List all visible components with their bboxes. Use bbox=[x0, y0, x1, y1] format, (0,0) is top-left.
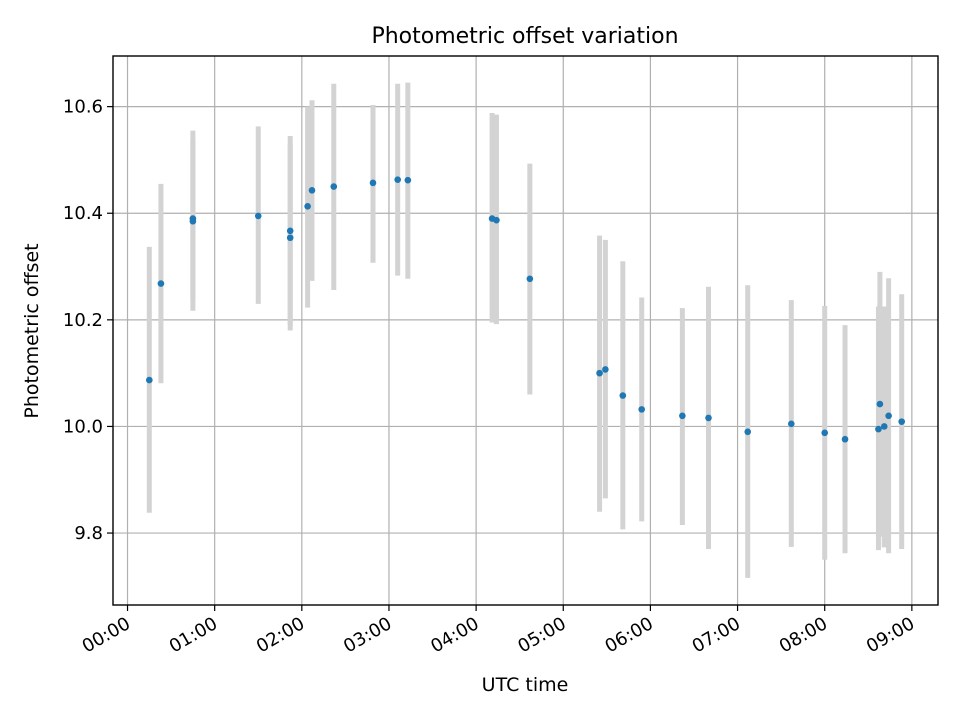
y-tick-label: 10.2 bbox=[63, 310, 103, 331]
data-point bbox=[304, 203, 311, 210]
chart-title: Photometric offset variation bbox=[371, 24, 678, 49]
data-point bbox=[788, 420, 795, 428]
data-point bbox=[493, 216, 500, 224]
grid bbox=[113, 56, 938, 605]
data-point bbox=[404, 176, 412, 184]
data-point bbox=[286, 227, 294, 235]
data-point bbox=[679, 412, 686, 420]
data-point bbox=[876, 400, 884, 408]
data-point bbox=[821, 429, 829, 437]
x-axis-label: UTC time bbox=[482, 674, 569, 696]
data-point bbox=[619, 392, 627, 399]
data-point bbox=[705, 414, 712, 422]
y-tick-label: 10.4 bbox=[63, 203, 103, 224]
y-axis-label: Photometric offset bbox=[21, 243, 43, 418]
data-point bbox=[369, 179, 377, 187]
y-tick-label: 9.8 bbox=[74, 523, 103, 544]
data-point bbox=[744, 428, 752, 436]
data-point bbox=[308, 187, 316, 194]
data-point bbox=[254, 212, 262, 220]
data-point bbox=[841, 435, 849, 443]
data-point bbox=[286, 234, 294, 242]
data-point bbox=[875, 425, 882, 433]
data-point bbox=[330, 183, 338, 190]
y-tick-label: 10.6 bbox=[63, 97, 103, 118]
y-tick-label: 10.0 bbox=[63, 416, 103, 437]
data-point bbox=[394, 176, 401, 183]
y-axis-ticks: 9.8 10.0 10.2 10.4 10.6 bbox=[63, 97, 113, 544]
data-point bbox=[146, 376, 153, 384]
data-point bbox=[189, 215, 197, 222]
data-point bbox=[898, 418, 905, 425]
data-point bbox=[157, 280, 165, 287]
data-point bbox=[885, 412, 892, 420]
data-point bbox=[638, 406, 645, 413]
plot-frame bbox=[112, 55, 939, 606]
data-point bbox=[880, 423, 888, 430]
data-point bbox=[602, 366, 609, 373]
data-points bbox=[146, 176, 905, 443]
data-point bbox=[596, 369, 603, 377]
data-point bbox=[526, 275, 534, 283]
